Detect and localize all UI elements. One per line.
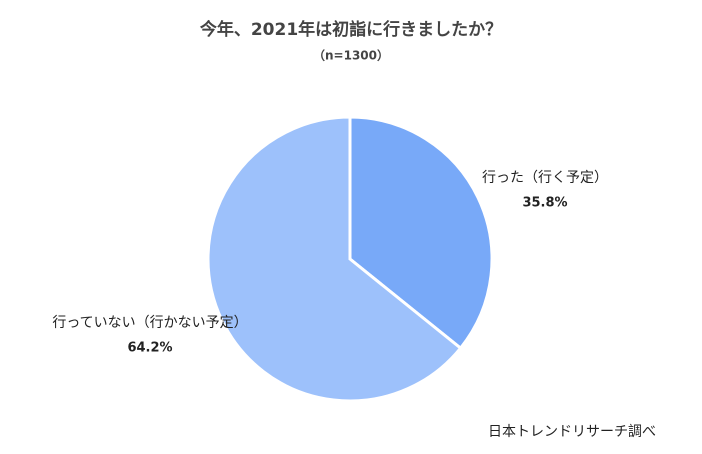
slice-label: 行った（行く予定） [482,170,608,186]
pie-slice [206,115,463,403]
chart-subtitle: （n=1300） [313,48,389,63]
pie-slice [348,115,494,351]
value-label: 64.2% [127,341,172,356]
source-note: 日本トレンドリサーチ調べ [488,424,656,440]
value-label: 35.8% [522,196,567,211]
chart-title: 今年、2021年は初詣に行きましたか？ [200,19,502,40]
slice-label: 行っていない（行かない予定） [52,315,247,331]
